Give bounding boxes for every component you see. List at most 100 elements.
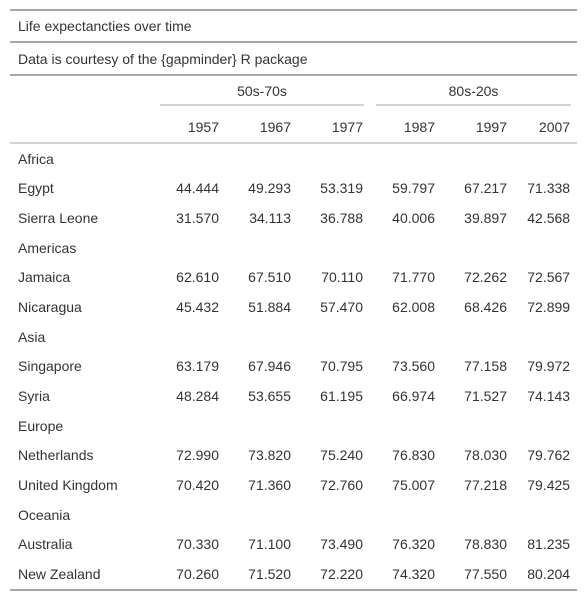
group-label: Asia	[18, 328, 46, 345]
column-header: 1987	[370, 112, 442, 144]
life-expectancy-cell: 78.030	[464, 447, 507, 463]
life-expectancy-cell: 53.655	[248, 388, 291, 404]
life-expectancy-cell: 42.568	[527, 210, 571, 226]
life-expectancy-cell: 59.797	[392, 180, 435, 196]
column-header: 1997	[442, 112, 514, 144]
spanner-80s-20s: 80s-20s	[370, 75, 577, 112]
country-name: Egypt	[18, 180, 54, 196]
column-header: 1957	[154, 112, 226, 144]
life-expectancy-cell: 76.830	[392, 447, 435, 463]
spanner-label: 50s-70s	[160, 83, 364, 106]
life-expectancy-cell: 70.795	[320, 358, 363, 374]
spanner-label: 80s-20s	[376, 83, 572, 106]
group-row: Africa	[10, 143, 577, 173]
group-row: Europe	[10, 411, 577, 440]
life-expectancy-cell: 72.990	[176, 447, 219, 463]
life-expectancy-cell: 68.426	[464, 299, 507, 315]
life-expectancy-cell: 71.338	[527, 180, 571, 196]
life-expectancy-cell: 67.217	[464, 180, 507, 196]
life-expectancy-cell: 73.560	[392, 358, 435, 374]
life-expectancy-cell: 71.520	[226, 559, 298, 591]
table-row: United Kingdom 70.420 71.360 72.760 75.007 77…	[10, 470, 577, 500]
title-row: Life expectancties over time	[10, 9, 578, 42]
life-expectancy-cell: 77.550	[442, 559, 514, 591]
spanner-blank	[10, 75, 154, 112]
life-expectancy-cell: 67.510	[248, 269, 291, 285]
spanner-row: 50s-70s 80s-20s	[10, 75, 577, 112]
column-header: 1977	[298, 112, 370, 144]
life-expectancy-cell: 74.143	[527, 388, 571, 404]
life-expectancy-cell: 66.974	[392, 388, 435, 404]
country-name: Sierra Leone	[18, 210, 99, 226]
table-row: New Zealand 70.260 71.520 72.220 74.320 77.55…	[10, 559, 578, 591]
group-label: Africa	[18, 150, 54, 167]
table-title: Life expectancties over time	[10, 9, 578, 42]
table-row: Singapore 63.179 67.946 70.795 73.560 77.158 7…	[10, 351, 577, 381]
table-row: Nicaragua 45.432 51.884 57.470 62.008 68.426 7…	[10, 292, 577, 322]
country-name: New Zealand	[10, 559, 154, 591]
group-row: Asia	[10, 322, 577, 351]
column-header-row: 1957 1967 1977 1987 1997 2007	[10, 112, 578, 144]
country-name: Netherlands	[18, 447, 94, 463]
life-expectancy-cell: 36.788	[320, 210, 363, 226]
life-expectancy-cell: 31.570	[176, 210, 219, 226]
life-expectancy-cell: 81.235	[527, 536, 571, 552]
life-expectancy-cell: 72.220	[298, 559, 370, 591]
table-body: Africa Egypt 44.444 49.293 53.319 59.797 67.21…	[10, 143, 578, 591]
spanner-50s-70s: 50s-70s	[154, 75, 370, 112]
country-name: Nicaragua	[18, 299, 82, 315]
life-expectancy-cell: 73.490	[320, 536, 363, 552]
life-expectancy-cell: 71.360	[248, 477, 291, 493]
country-name: United Kingdom	[18, 477, 118, 493]
life-expectancy-table: Life expectancties over time Data is cou…	[10, 9, 578, 591]
table-row: Australia 70.330 71.100 73.490 76.320 78.830 8…	[10, 529, 577, 559]
life-expectancy-cell: 63.179	[176, 358, 219, 374]
life-expectancy-table-container: Life expectancties over time Data is cou…	[10, 9, 578, 591]
column-header: 2007	[514, 112, 578, 144]
life-expectancy-cell: 77.158	[464, 358, 507, 374]
life-expectancy-cell: 74.320	[370, 559, 442, 591]
life-expectancy-cell: 45.432	[176, 299, 219, 315]
life-expectancy-cell: 78.830	[464, 536, 507, 552]
table-subtitle: Data is courtesy of the {gapminder} R pa…	[10, 41, 578, 76]
life-expectancy-cell: 75.007	[392, 477, 435, 493]
life-expectancy-cell: 62.610	[176, 269, 219, 285]
life-expectancy-cell: 61.195	[320, 388, 363, 404]
life-expectancy-cell: 57.470	[320, 299, 363, 315]
life-expectancy-cell: 76.320	[392, 536, 435, 552]
life-expectancy-cell: 70.110	[321, 269, 363, 285]
life-expectancy-cell: 71.770	[392, 269, 435, 285]
life-expectancy-cell: 71.100	[248, 536, 291, 552]
life-expectancy-cell: 72.567	[527, 269, 571, 285]
life-expectancy-cell: 73.820	[248, 447, 291, 463]
life-expectancy-cell: 72.262	[464, 269, 507, 285]
country-name: Australia	[18, 536, 73, 552]
life-expectancy-cell: 80.204	[514, 559, 578, 591]
group-label: Americas	[18, 239, 77, 256]
table-row: Egypt 44.444 49.293 53.319 59.797 67.217 71.33…	[10, 173, 577, 203]
life-expectancy-cell: 72.760	[320, 477, 363, 493]
life-expectancy-cell: 77.218	[464, 477, 507, 493]
life-expectancy-cell: 49.293	[248, 180, 291, 196]
life-expectancy-cell: 62.008	[392, 299, 435, 315]
life-expectancy-cell: 51.884	[248, 299, 291, 315]
life-expectancy-cell: 48.284	[176, 388, 219, 404]
life-expectancy-cell: 40.006	[392, 210, 435, 226]
life-expectancy-cell: 79.762	[527, 447, 571, 463]
life-expectancy-cell: 72.899	[527, 299, 571, 315]
table-row: Syria 48.284 53.655 61.195 66.974 71.527 74.14…	[10, 381, 577, 411]
life-expectancy-cell: 44.444	[176, 180, 219, 196]
life-expectancy-cell: 70.330	[176, 536, 219, 552]
group-label: Europe	[18, 417, 64, 434]
life-expectancy-cell: 53.319	[320, 180, 363, 196]
group-row: Oceania	[10, 500, 577, 529]
country-name: Singapore	[18, 358, 82, 374]
table-row: Jamaica 62.610 67.510 70.110 71.770 72.262 72.…	[10, 262, 577, 292]
life-expectancy-cell: 70.260	[154, 559, 226, 591]
life-expectancy-cell: 75.240	[320, 447, 363, 463]
life-expectancy-cell: 67.946	[248, 358, 291, 374]
country-name: Syria	[18, 388, 50, 404]
country-name: Jamaica	[18, 269, 71, 285]
life-expectancy-cell: 79.425	[527, 477, 571, 493]
life-expectancy-cell: 39.897	[464, 210, 507, 226]
